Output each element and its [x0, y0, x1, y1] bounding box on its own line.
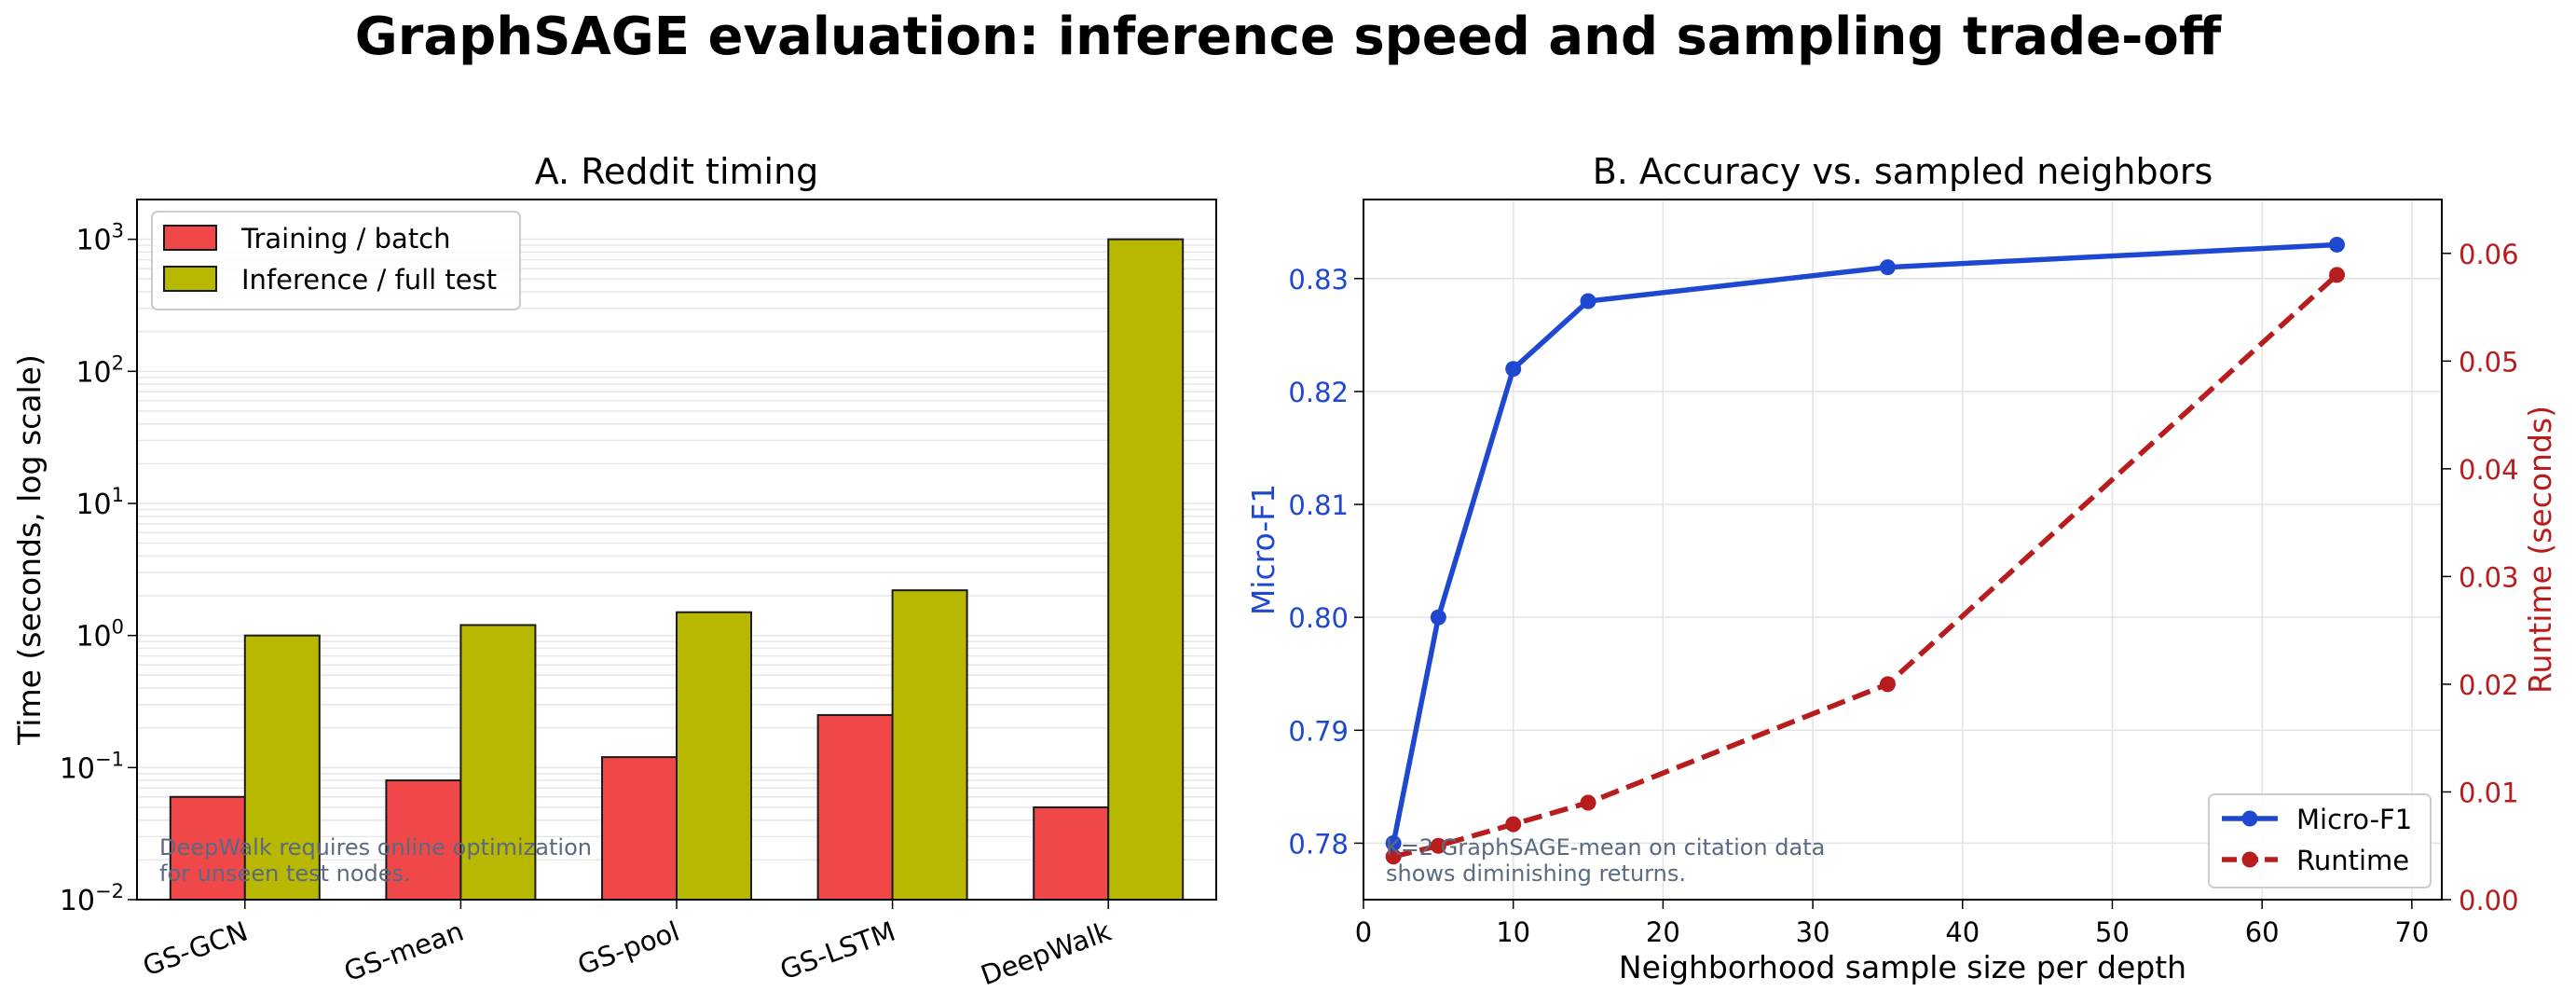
legend-swatch [163, 266, 217, 292]
x-tick-label: 70 [2394, 916, 2429, 948]
x-tick-label: GS-pool [573, 916, 683, 982]
x-tick-label: 50 [2095, 916, 2130, 948]
chart-title: B. Accuracy vs. sampled neighbors [1593, 151, 2213, 192]
y-tick-label: 100 [75, 616, 124, 654]
x-tick-label: DeepWalk [977, 916, 1116, 992]
legend-label: Training / batch [240, 223, 451, 255]
y-tick-label: 0.80 [1288, 602, 1349, 634]
bar-inference-gs-mean [459, 624, 537, 901]
chart-title: A. Reddit timing [535, 151, 819, 192]
micro-f1-point [1580, 293, 1596, 310]
annotation-text: for unseen test nodes. [159, 860, 411, 887]
y-tick-label: 0.81 [1288, 489, 1349, 521]
legend-swatch [163, 225, 217, 251]
bar-inference-gs-lstm [891, 589, 968, 902]
runtime-point [2329, 267, 2346, 283]
legend-marker [2241, 810, 2258, 827]
micro-f1-line [1391, 241, 2337, 844]
y2-tick-label: 0.03 [2459, 561, 2519, 593]
annotation-text: K=2 GraphSAGE-mean on citation data [1386, 834, 1825, 860]
x-tick-label: 30 [1796, 916, 1830, 948]
micro-f1-point [1385, 834, 1402, 851]
annotation-text: shows diminishing returns. [1386, 860, 1686, 887]
y2-tick-label: 0.00 [2459, 885, 2519, 916]
runtime-point [1879, 676, 1896, 693]
y-tick-label: 101 [75, 484, 124, 521]
y2-tick-label: 0.06 [2459, 239, 2519, 270]
y-axis-label: Micro-F1 [1245, 484, 1281, 615]
legend-label: Inference / full test [241, 264, 497, 296]
y2-axis-label: Runtime (seconds) [2522, 406, 2558, 694]
runtime-point [1430, 837, 1446, 854]
y-tick-label: 10−1 [60, 748, 124, 785]
timing-bar-chart: GS-GCN GS-mean GS-pool GS-LSTM DeepWalk 10−2 1… [11, 151, 1217, 992]
x-tick-label: 20 [1646, 916, 1680, 948]
runtime-point [1580, 794, 1596, 811]
micro-f1-point [1879, 259, 1896, 276]
annotation-text: DeepWalk requires online optimization [159, 834, 592, 860]
y2-tick-label: 0.05 [2459, 346, 2519, 378]
y-tick-label: 0.83 [1288, 264, 1349, 296]
x-tick-label: GS-mean [340, 916, 468, 988]
bar-inference-gs-pool [676, 611, 752, 902]
x-axis-label: Neighborhood sample size per depth [1619, 949, 2186, 985]
sample-size-line-chart: 0 10 20 30 40 50 60 70 0.78 0.79 0.80 0.81 0.82 0.83 0… [1245, 151, 2558, 985]
micro-f1-point [1505, 361, 1522, 378]
plot-frame [136, 199, 1217, 901]
bar-training-deepwalk [1033, 805, 1110, 901]
y-axis-label: Time (seconds, log scale) [11, 354, 48, 746]
bar-training-gs-pool [601, 756, 678, 901]
y-tick-label: 0.79 [1288, 715, 1349, 747]
bar-inference-gs-gcn [243, 634, 321, 901]
runtime-point [1385, 848, 1402, 865]
y2-tick-label: 0.02 [2459, 669, 2519, 701]
x-tick-label: 10 [1496, 916, 1530, 948]
bar-training-gs-lstm [816, 713, 894, 901]
y-tick-label: 0.78 [1288, 828, 1349, 860]
y-tick-label: 102 [75, 351, 124, 389]
runtime-line [1392, 272, 2339, 860]
y2-tick-label: 0.04 [2459, 454, 2519, 486]
bar-inference-deepwalk [1107, 238, 1185, 901]
figure-title: GraphSAGE evaluation: inference speed an… [355, 7, 2222, 67]
y-tick-label: 0.82 [1288, 377, 1349, 408]
x-tick-label: 0 [1355, 916, 1372, 948]
y2-tick-label: 0.01 [2459, 777, 2519, 808]
legend-label: Runtime [2296, 845, 2409, 876]
legend-marker [2241, 851, 2258, 868]
y-tick-label: 10−2 [60, 880, 124, 917]
micro-f1-point [2329, 236, 2346, 253]
x-tick-label: GS-GCN [139, 916, 252, 983]
plot-frame [1363, 199, 2443, 901]
x-tick-label: 60 [2245, 916, 2280, 948]
x-tick-label: GS-LSTM [775, 916, 899, 986]
legend-box [151, 211, 521, 310]
x-tick-label: 40 [1945, 916, 1980, 948]
y-tick-label: 103 [75, 220, 124, 257]
legend-label: Micro-F1 [2296, 804, 2412, 835]
runtime-point [1505, 816, 1522, 833]
micro-f1-point [1430, 609, 1446, 626]
